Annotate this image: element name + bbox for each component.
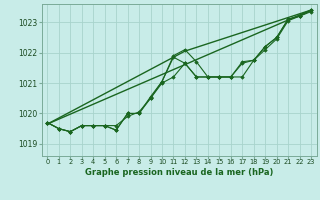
X-axis label: Graphe pression niveau de la mer (hPa): Graphe pression niveau de la mer (hPa)	[85, 168, 273, 177]
